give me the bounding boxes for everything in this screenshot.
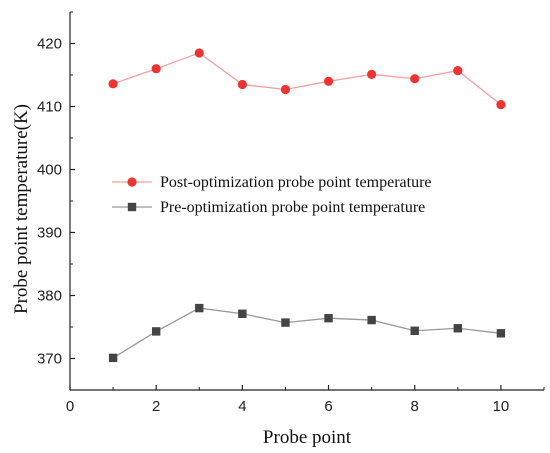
data-point	[281, 318, 290, 327]
x-axis-title: Probe point	[263, 427, 352, 448]
series-line	[112, 307, 501, 359]
data-point	[108, 353, 118, 363]
legend-marker	[127, 177, 137, 187]
legend-marker	[127, 202, 137, 212]
data-point	[367, 315, 376, 325]
y-tick-label: 370	[37, 351, 62, 368]
data-point	[238, 309, 247, 318]
x-tick-label: 10	[493, 398, 510, 415]
y-tick-label: 410	[37, 99, 62, 116]
data-point	[324, 313, 333, 323]
data-point	[367, 69, 377, 79]
x-tick-label: 0	[66, 398, 74, 415]
data-point	[323, 76, 334, 86]
x-tick-label: 2	[152, 398, 160, 415]
data-point	[280, 84, 291, 95]
data-point	[151, 327, 161, 336]
series-layer	[108, 48, 506, 363]
legend-label: Pre-optimization probe point temperature	[160, 199, 425, 216]
y-axis-title: Probe point temperature(K)	[11, 104, 32, 314]
x-tick-label: 4	[238, 398, 246, 415]
legend: Post-optimization probe point temperatur…	[112, 174, 432, 216]
y-tick-label: 420	[37, 36, 62, 53]
series-1	[108, 48, 506, 110]
y-tick-label: 400	[37, 162, 62, 179]
y-tick-label: 380	[37, 288, 62, 305]
data-point	[237, 79, 247, 90]
x-tick-label: 6	[324, 398, 332, 415]
series-line	[112, 52, 502, 106]
y-tick-label: 390	[37, 225, 62, 242]
series-2	[108, 303, 506, 363]
data-point	[108, 79, 118, 89]
x-ticks: 0 2 4 6 8 10	[66, 385, 545, 415]
data-point	[194, 48, 204, 58]
data-point	[151, 64, 161, 74]
data-point	[410, 74, 420, 84]
y-ticks: 370 380 390 400 410 420	[37, 11, 75, 391]
data-point	[453, 65, 463, 76]
data-point	[453, 324, 463, 333]
legend-item: Pre-optimization probe point temperature	[112, 199, 425, 216]
data-point	[496, 100, 506, 110]
data-point	[195, 303, 204, 313]
data-point	[410, 326, 419, 335]
x-tick-label: 8	[411, 398, 419, 415]
legend-item: Post-optimization probe point temperatur…	[112, 174, 432, 191]
legend-label: Post-optimization probe point temperatur…	[160, 174, 432, 191]
data-point	[496, 329, 506, 338]
